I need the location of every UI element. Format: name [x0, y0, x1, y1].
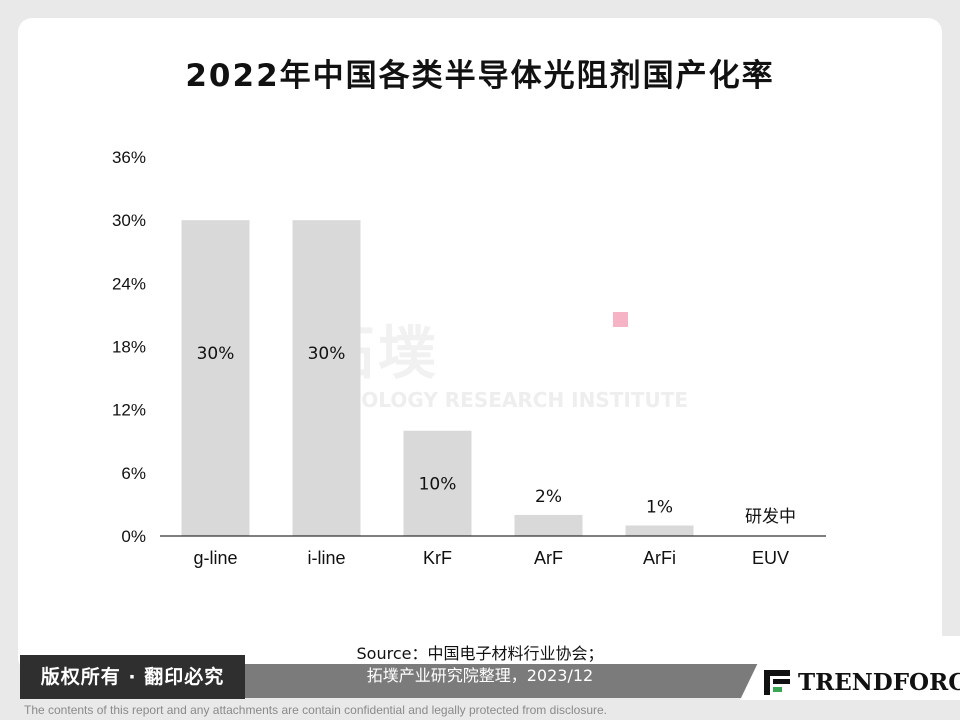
- y-tick-label: 24%: [112, 274, 146, 293]
- data-label: 2%: [535, 487, 562, 507]
- trendforce-logo: TRENDFORCE: [762, 664, 960, 700]
- chart-title: 2022年中国各类半导体光阻剂国产化率: [185, 58, 775, 94]
- copyright-notice: 版权所有 · 翻印必究: [20, 655, 245, 699]
- y-tick-label: 30%: [112, 211, 146, 230]
- slide-card: [18, 18, 942, 672]
- bar-arf: [514, 514, 583, 536]
- y-tick-label: 6%: [121, 464, 146, 483]
- y-tick-label: 0%: [121, 527, 146, 546]
- data-label: 30%: [197, 344, 235, 364]
- x-tick-label: ArFi: [643, 548, 676, 568]
- x-tick-label: KrF: [423, 548, 452, 568]
- bar-arfi: [625, 525, 694, 536]
- data-label: 研发中: [745, 507, 796, 527]
- brand-name: TRENDFORCE: [798, 668, 960, 696]
- data-label: 30%: [308, 344, 346, 364]
- disclaimer-text: The contents of this report and any atta…: [24, 703, 607, 717]
- y-tick-label: 18%: [112, 338, 146, 357]
- source-line-1: Source：中国电子材料行业协会；: [356, 644, 604, 663]
- bar-krf: [403, 430, 472, 536]
- bar-g-line: [181, 220, 250, 536]
- footer-band: [240, 664, 800, 698]
- x-tick-label: i-line: [307, 548, 345, 568]
- x-tick-label: g-line: [193, 548, 237, 568]
- x-tick-label: ArF: [534, 548, 563, 568]
- bar-i-line: [292, 220, 361, 536]
- y-tick-label: 12%: [112, 401, 146, 420]
- x-tick-label: EUV: [752, 548, 789, 568]
- y-tick-label: 36%: [112, 148, 146, 167]
- watermark-dot: [613, 312, 628, 327]
- watermark-english: TOPOLOGY RESEARCH INSTITUTE: [316, 388, 689, 412]
- data-label: 1%: [646, 497, 673, 517]
- source-note: Source：中国电子材料行业协会； 拓墣产业研究院整理，2023/12: [300, 643, 660, 687]
- data-label: 10%: [419, 474, 457, 494]
- source-line-2: 拓墣产业研究院整理，2023/12: [366, 666, 594, 685]
- trendforce-mark-icon: [764, 670, 790, 695]
